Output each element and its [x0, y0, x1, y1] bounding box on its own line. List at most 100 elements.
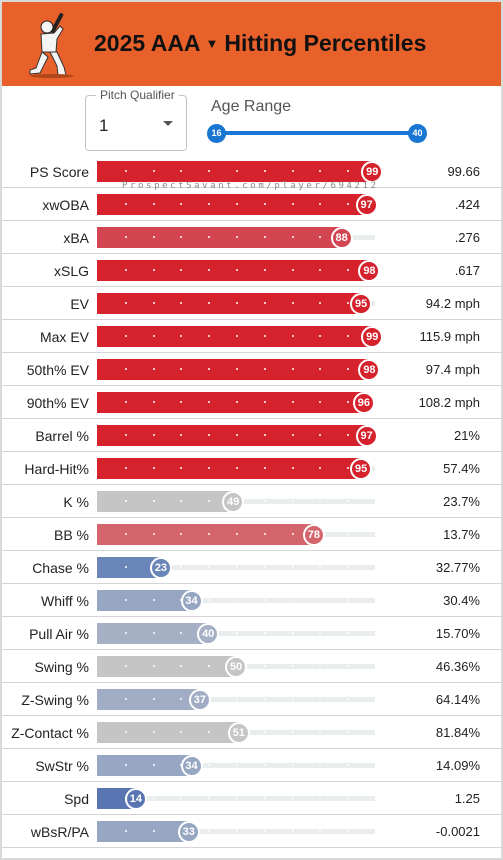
bar-tick	[152, 269, 155, 271]
metric-label: xSLG	[53, 263, 89, 279]
bar-tick	[152, 335, 155, 337]
age-min-thumb[interactable]: 16	[207, 124, 226, 143]
bar-tick	[180, 731, 183, 733]
percentile-bar	[97, 458, 362, 479]
metric-label: 90th% EV	[26, 395, 89, 411]
metric-row: xBA 88 .276	[2, 221, 501, 254]
pitch-qualifier-value: 1	[99, 116, 109, 135]
bar-tick	[347, 302, 350, 304]
age-range-track[interactable]	[216, 131, 418, 135]
bar-tick	[152, 500, 155, 502]
title-year-level-select[interactable]: 2025 AAA	[94, 30, 201, 56]
chevron-down-icon[interactable]: ▼	[205, 36, 219, 51]
bar-tick	[208, 500, 211, 502]
bar-tick	[347, 467, 350, 469]
bar-tick	[263, 269, 266, 271]
bar-tick	[152, 401, 155, 403]
metric-value: -0.0021	[435, 824, 480, 839]
bar-tick	[124, 170, 127, 172]
bar-tick	[180, 467, 183, 469]
percentile-bubble: 98	[358, 359, 381, 381]
track-tick	[347, 830, 350, 832]
bar-tick	[152, 434, 155, 436]
bar-tick	[180, 665, 183, 667]
bar-tick	[208, 203, 211, 205]
track-tick	[152, 797, 155, 799]
metric-value: 97.4 mph	[425, 362, 480, 377]
percentile-bar	[97, 194, 367, 215]
percentile-bar	[97, 227, 342, 248]
age-max-thumb[interactable]: 40	[408, 124, 427, 143]
percentile-bar	[97, 260, 370, 281]
header-bar: 2025 AAA ▼ Hitting Percentiles	[2, 2, 501, 86]
pitch-qualifier-select[interactable]: Pitch Qualifier 1	[85, 88, 187, 151]
metric-label: Hard-Hit%	[24, 461, 89, 477]
metric-row: Swing % 50 46.36%	[2, 650, 501, 683]
track-tick	[319, 632, 322, 634]
track-tick	[291, 665, 294, 667]
track-tick	[347, 599, 350, 601]
metric-row: EV 95 94.2 mph	[2, 287, 501, 320]
bar-tick	[124, 830, 127, 832]
metric-label: Spd	[64, 791, 89, 807]
bar-tick	[152, 599, 155, 601]
bar-tick	[319, 401, 322, 403]
bar-tick	[124, 302, 127, 304]
metric-label: Pull Air %	[29, 626, 89, 642]
page-title: 2025 AAA ▼ Hitting Percentiles	[94, 30, 426, 57]
bar-tick	[291, 302, 294, 304]
bar-tick	[263, 236, 266, 238]
bar-tick	[124, 698, 127, 700]
bar-tick	[180, 698, 183, 700]
bar-tick	[152, 368, 155, 370]
bar-tick	[124, 764, 127, 766]
metric-label: SwStr %	[35, 758, 89, 774]
bar-tick	[124, 599, 127, 601]
bar-tick	[124, 467, 127, 469]
bar-tick	[263, 533, 266, 535]
track-tick	[347, 797, 350, 799]
bar-tick	[236, 302, 238, 304]
bar-tick	[152, 533, 155, 535]
bar-tick	[124, 236, 127, 238]
bar-tick	[124, 632, 127, 634]
track-tick	[263, 698, 266, 700]
bar-tick	[291, 533, 294, 535]
track-tick	[319, 731, 322, 733]
metric-label: xBA	[63, 230, 89, 246]
track-tick	[180, 566, 183, 568]
track-tick	[347, 764, 350, 766]
bar-tick	[208, 170, 211, 172]
bar-tick	[347, 269, 350, 271]
track-tick	[347, 731, 350, 733]
percentile-bubble: 34	[180, 755, 203, 777]
bar-tick	[291, 434, 294, 436]
percentile-bar	[97, 689, 200, 710]
metric-value: .424	[454, 197, 480, 212]
age-range-label: Age Range	[211, 98, 292, 115]
bar-tick	[124, 368, 127, 370]
bar-tick	[180, 335, 183, 337]
bar-tick	[208, 434, 211, 436]
track-tick	[236, 698, 238, 700]
dropdown-arrow-icon[interactable]	[163, 121, 173, 126]
metric-row: Z-Swing % 37 64.14%	[2, 683, 501, 716]
bar-tick	[124, 731, 127, 733]
track-tick	[319, 599, 322, 601]
percentile-bar	[97, 491, 234, 512]
bar-tick	[208, 533, 211, 535]
bar-tick	[124, 401, 127, 403]
metric-value: 57.4%	[443, 461, 480, 476]
track-tick	[236, 797, 238, 799]
percentile-bar	[97, 161, 373, 182]
percentile-bubble: 88	[330, 227, 353, 249]
bar-tick	[208, 335, 211, 337]
bar-tick	[236, 269, 238, 271]
percentile-bubble: 50	[225, 656, 247, 678]
metric-row: Chase % 23 32.77%	[2, 551, 501, 584]
bar-tick	[124, 533, 127, 535]
metric-value: 46.36%	[435, 659, 480, 674]
track-tick	[347, 698, 350, 700]
bar-tick	[291, 269, 294, 271]
batter-silhouette-icon	[29, 13, 74, 78]
